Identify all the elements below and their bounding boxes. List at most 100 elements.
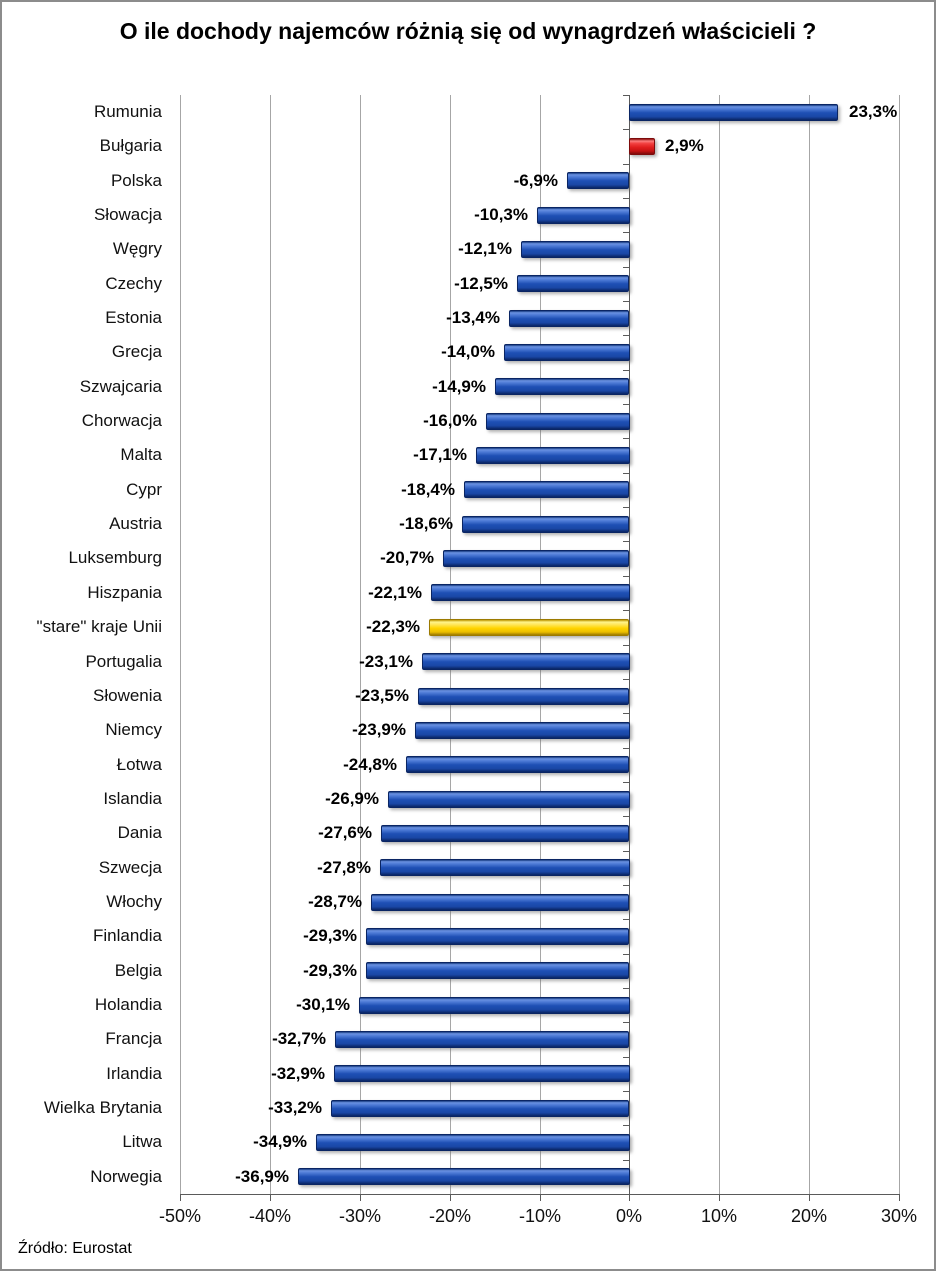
bar-blue — [462, 516, 629, 533]
value-label: 2,9% — [665, 136, 704, 155]
bar-blue — [495, 378, 629, 395]
category-label: Dania — [117, 823, 162, 842]
category-label: Czechy — [105, 274, 162, 293]
category-axis-tick — [623, 1091, 629, 1092]
x-axis-tick — [360, 1194, 361, 1201]
source-note: Źródło: Eurostat — [18, 1240, 132, 1257]
x-axis-tick — [809, 1194, 810, 1201]
value-label: -26,9% — [325, 789, 379, 808]
bar-blue — [422, 653, 630, 670]
value-label: -29,3% — [303, 926, 357, 945]
category-axis-tick — [623, 541, 629, 542]
x-axis-tick — [270, 1194, 271, 1201]
category-axis-tick — [623, 1160, 629, 1161]
value-label: -14,0% — [441, 342, 495, 361]
category-label: Portugalia — [85, 652, 162, 671]
category-label: Hiszpania — [87, 583, 162, 602]
bar-blue — [418, 688, 629, 705]
gridline — [899, 95, 900, 1194]
value-label: -27,8% — [317, 858, 371, 877]
value-label: -34,9% — [253, 1132, 307, 1151]
category-axis-tick — [623, 1125, 629, 1126]
category-label: Litwa — [122, 1132, 162, 1151]
value-label: -23,1% — [359, 652, 413, 671]
category-axis-tick — [623, 576, 629, 577]
bar-blue — [371, 894, 629, 911]
category-label: Szwecja — [98, 858, 162, 877]
x-tick-label: 0% — [615, 1206, 643, 1226]
x-axis-line — [180, 1194, 900, 1195]
bar-blue — [431, 584, 630, 601]
category-label: Irlandia — [106, 1064, 162, 1083]
value-label: -27,6% — [318, 823, 372, 842]
value-label: -13,4% — [446, 308, 500, 327]
category-label: Łotwa — [116, 755, 162, 774]
category-label: Francja — [105, 1029, 162, 1048]
gridline — [450, 95, 451, 1194]
category-axis-tick — [623, 129, 629, 130]
bar-blue — [406, 756, 629, 773]
category-label: Grecja — [111, 342, 162, 361]
value-label: -22,1% — [368, 583, 422, 602]
category-axis-tick — [623, 301, 629, 302]
x-axis-tick — [450, 1194, 451, 1201]
value-label: -22,3% — [366, 617, 420, 636]
bar-blue — [443, 550, 629, 567]
category-axis-tick — [623, 919, 629, 920]
category-label: Chorwacja — [81, 411, 162, 430]
category-label: Słowacja — [93, 205, 162, 224]
value-label: -17,1% — [413, 445, 467, 464]
category-axis-tick — [623, 988, 629, 989]
bar-blue — [517, 275, 629, 292]
category-axis-tick — [623, 507, 629, 508]
category-axis-tick — [623, 232, 629, 233]
value-label: -30,1% — [296, 995, 350, 1014]
x-tick-label: 10% — [700, 1206, 738, 1226]
x-axis-tick — [899, 1194, 900, 1201]
value-label: -10,3% — [474, 205, 528, 224]
value-label: -28,7% — [308, 892, 362, 911]
value-label: -32,7% — [272, 1029, 326, 1048]
x-tick-label: -20% — [428, 1206, 472, 1226]
category-label: Wielka Brytania — [43, 1098, 162, 1117]
bar-red — [629, 138, 655, 155]
category-axis-tick — [623, 473, 629, 474]
x-tick-label: -10% — [518, 1206, 562, 1226]
chart-title: O ile dochody najemców różnią się od wyn… — [119, 18, 817, 44]
bar-blue — [388, 791, 630, 808]
gridline — [360, 95, 361, 1194]
category-axis-tick — [623, 885, 629, 886]
value-label: -23,9% — [352, 720, 406, 739]
bar-blue — [537, 207, 630, 224]
category-axis-tick — [623, 95, 629, 96]
value-label: -36,9% — [235, 1167, 289, 1186]
value-label: -16,0% — [423, 411, 477, 430]
bar-blue — [366, 928, 629, 945]
bar-blue — [504, 344, 630, 361]
category-label: Islandia — [103, 789, 162, 808]
category-axis-tick — [623, 679, 629, 680]
category-axis-tick — [623, 267, 629, 268]
bar-blue — [334, 1065, 630, 1082]
category-label: Belgia — [114, 961, 162, 980]
category-axis-tick — [623, 713, 629, 714]
category-axis-tick — [623, 1022, 629, 1023]
category-label: Szwajcaria — [79, 377, 162, 396]
value-label: -29,3% — [303, 961, 357, 980]
category-axis-tick — [623, 370, 629, 371]
bar-blue — [380, 859, 630, 876]
category-axis-tick — [623, 1194, 629, 1195]
value-label: -6,9% — [513, 171, 558, 190]
value-label: -12,1% — [458, 239, 512, 258]
category-label: Estonia — [105, 308, 162, 327]
value-label: -24,8% — [343, 755, 397, 774]
x-axis-tick — [180, 1194, 181, 1201]
bar-blue — [359, 997, 630, 1014]
x-axis-tick — [629, 1194, 630, 1201]
category-axis-tick — [623, 1057, 629, 1058]
category-label: Bułgaria — [99, 136, 162, 155]
category-label: Luksemburg — [68, 548, 162, 567]
x-tick-label: -30% — [338, 1206, 382, 1226]
category-axis-tick — [623, 198, 629, 199]
